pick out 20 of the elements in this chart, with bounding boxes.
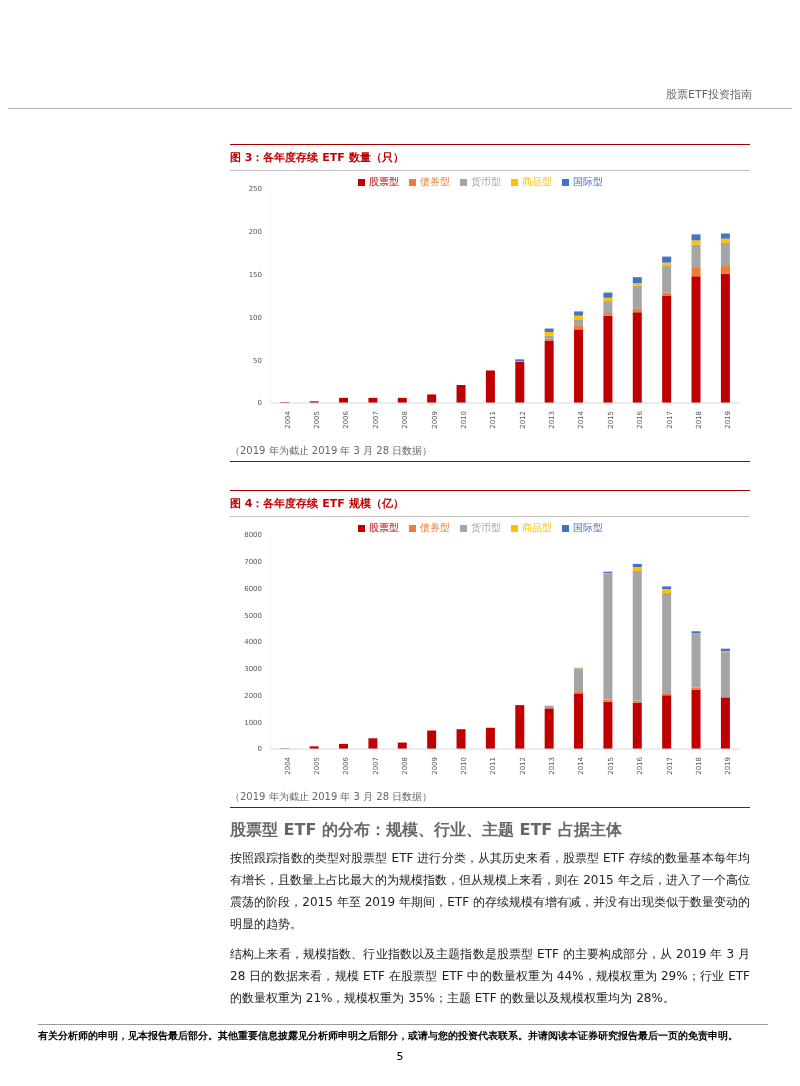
legend-label: 股票型 — [368, 176, 399, 187]
text: 有关分析师的申明，见本报告最后部分。其他重要信息披露见分析师申明之后部分，或请与您的投资代表联系。并请阅读本证券研究报告最后一页的免责申明。 — [38, 1024, 768, 1043]
legend-label: 商品型 — [521, 522, 552, 533]
legend-label: 商品型 — [521, 176, 552, 187]
text: 股票型 ETF 的分布：规模、行业、主题 ETF 占据主体 — [230, 820, 623, 841]
legend-label: 国际型 — [572, 176, 603, 187]
text: 5 — [395, 1050, 405, 1063]
legend-label: 货币型 — [470, 522, 501, 533]
legend-label: 货币型 — [470, 176, 501, 187]
text: 结构上来看，规模指数、行业指数以及主题指数是股票型 ETF 的主要构成部分，从 2019 年 3 月 28 日的数据来看，规模 ETF 在股票型 ETF 中的数量权重为 44%，规模权重为 29%；行业 ETF 的数量权重为 21%，规模权重为 35%；主题 ETF 的数量以及规模权重均为 28%。 — [230, 946, 750, 1007]
chart-title: 图 3：各年度存续 ETF 数量（只） — [230, 144, 750, 171]
text: （2019 年为截止 2019 年 3 月 28 日数据） — [230, 441, 750, 462]
legend-label: 债券型 — [419, 176, 450, 187]
chart-title: 图 4：各年度存续 ETF 规模（亿） — [230, 490, 750, 517]
legend-label: 股票型 — [368, 522, 399, 533]
text: 股票ETF投资指南 — [666, 87, 752, 102]
text: 按照跟踪指数的类型对股票型 ETF 进行分类，从其历史来看，股票型 ETF 存续的数量基本每年均有增长，且数量上占比最大的为规模指数，但从规模上来看，则在 2015 年之后，进入了一个高位震荡的阶段，2015 年至 2019 年期间，ETF 的存续规模有增有减，并没有出现类似于数量变动的明显的趋势。 — [230, 850, 750, 933]
legend-label: 债券型 — [419, 522, 450, 533]
text: （2019 年为截止 2019 年 3 月 28 日数据） — [230, 787, 750, 808]
legend-label: 国际型 — [572, 522, 603, 533]
